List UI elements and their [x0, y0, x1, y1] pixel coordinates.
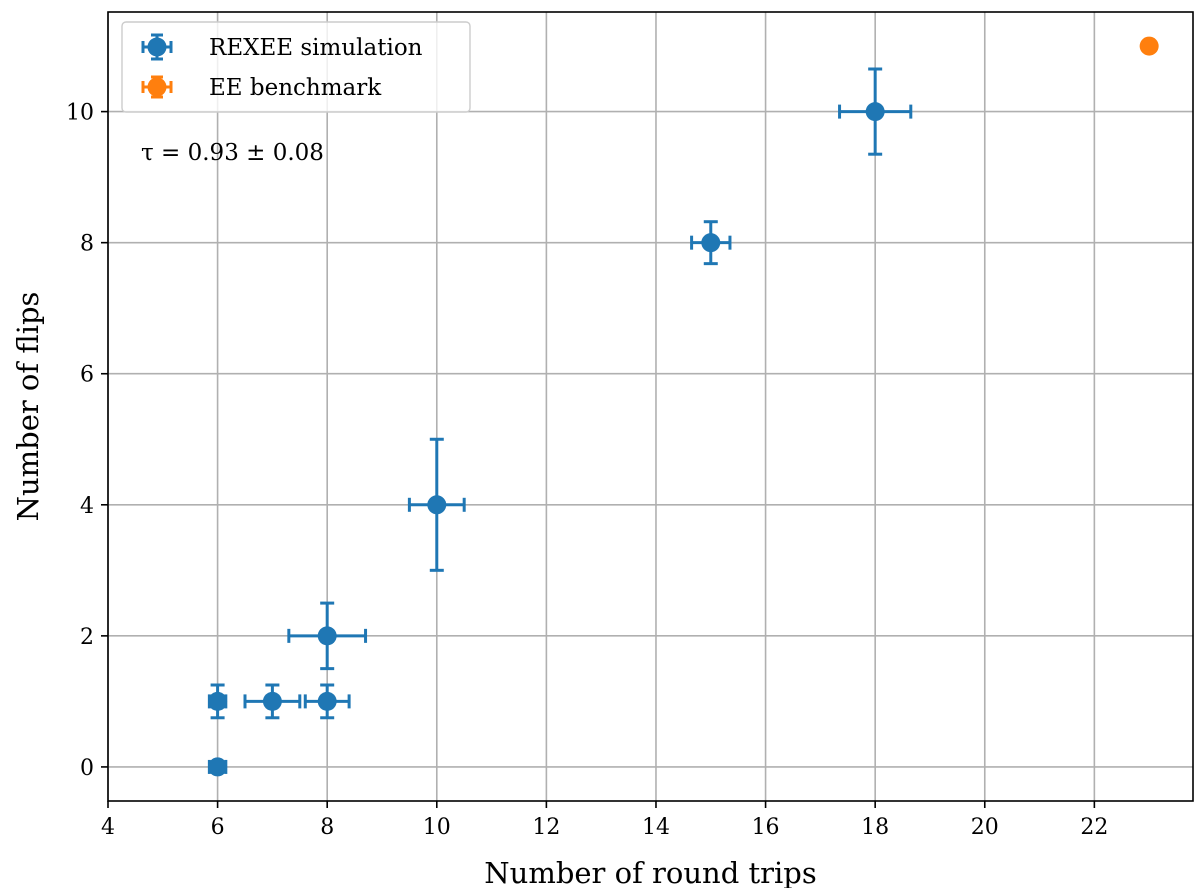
y-tick-label: 4	[80, 494, 94, 519]
data-point-marker	[865, 102, 885, 122]
x-tick-label: 14	[642, 815, 670, 840]
x-tick-label: 18	[861, 815, 889, 840]
data-point-marker	[262, 691, 282, 711]
legend-label-ee-benchmark: EE benchmark	[209, 75, 382, 101]
data-point-marker	[317, 691, 337, 711]
data-point	[407, 437, 466, 572]
tau-annotation: τ = 0.93 ± 0.08	[141, 140, 324, 166]
data-series	[207, 36, 1159, 777]
legend-marker-dot	[147, 77, 167, 97]
y-tick-label: 10	[66, 101, 94, 126]
x-tick-label: 20	[971, 815, 999, 840]
plot-frame	[107, 11, 1194, 802]
data-point	[838, 67, 913, 156]
y-tick-label: 8	[80, 232, 94, 257]
x-tick-label: 6	[211, 815, 225, 840]
y-tick-label: 2	[80, 625, 94, 650]
data-point-marker	[701, 233, 721, 253]
x-axis-label: Number of round trips	[484, 856, 816, 888]
grid-lines	[107, 12, 1193, 801]
legend-marker-ee-benchmark	[141, 75, 173, 99]
data-point	[243, 683, 302, 720]
data-point-marker	[427, 495, 447, 515]
data-point	[287, 601, 368, 671]
legend-entry-rexee: REXEE simulation	[141, 33, 423, 61]
y-tick-label: 0	[80, 756, 94, 781]
x-tick-label: 4	[101, 815, 115, 840]
x-tick-label: 22	[1080, 815, 1108, 840]
data-point-marker	[1139, 36, 1159, 56]
data-point-marker	[208, 757, 228, 777]
series-ee-benchmark	[1139, 36, 1159, 56]
data-point	[207, 757, 228, 777]
x-axis-ticks: 4 6 8 10 12 14 16 18 20 22	[101, 801, 1108, 840]
data-point	[690, 220, 732, 266]
legend-entry-ee-benchmark: EE benchmark	[141, 75, 382, 101]
x-tick-label: 16	[752, 815, 780, 840]
legend-label-rexee: REXEE simulation	[209, 35, 423, 61]
legend-marker-rexee	[141, 33, 173, 61]
x-tick-label: 8	[320, 815, 334, 840]
data-point	[1139, 36, 1159, 56]
data-point	[303, 683, 351, 720]
series-rexee-simulation	[207, 67, 913, 777]
x-tick-label: 10	[423, 815, 451, 840]
legend-box	[121, 21, 471, 113]
legend: REXEE simulation EE benchmark	[121, 21, 471, 113]
data-point-marker	[317, 626, 337, 646]
y-axis-ticks: 0 2 4 6 8 10	[66, 101, 108, 781]
y-axis-label: Number of flips	[11, 292, 45, 522]
data-point-marker	[208, 691, 228, 711]
y-tick-label: 6	[80, 363, 94, 388]
data-point	[207, 683, 228, 720]
x-tick-label: 12	[532, 815, 560, 840]
legend-marker-dot	[147, 37, 167, 57]
